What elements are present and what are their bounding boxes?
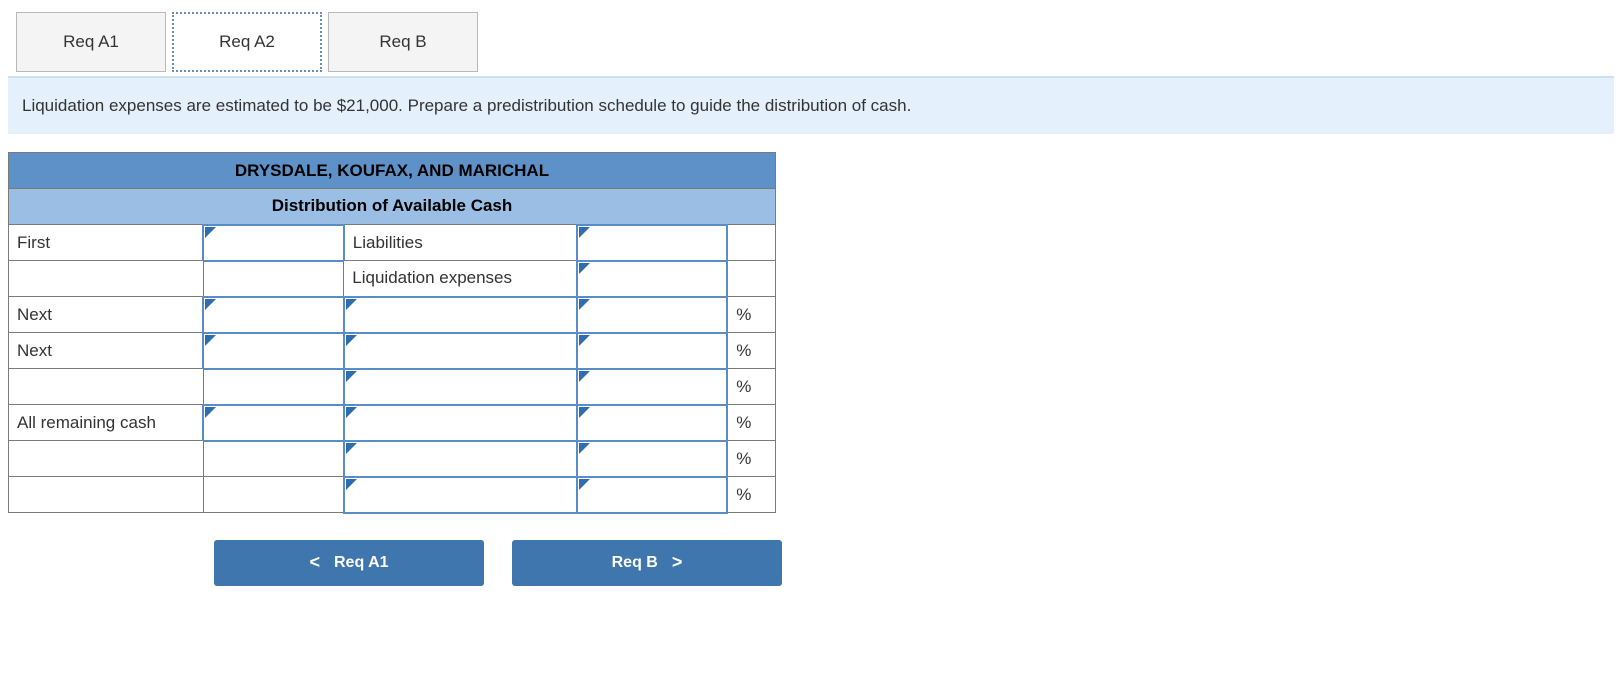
instruction-bar: Liquidation expenses are estimated to be…	[8, 76, 1614, 134]
value-cell[interactable]	[577, 261, 728, 297]
table-row: Next %	[9, 297, 776, 333]
desc-cell: Liquidation expenses	[344, 261, 577, 297]
suffix-cell	[727, 261, 775, 297]
suffix-cell: %	[727, 369, 775, 405]
table-row: All remaining cash %	[9, 405, 776, 441]
next-button[interactable]: Req B >	[512, 540, 782, 586]
tab-label: Req A1	[63, 32, 119, 52]
table-row: %	[9, 441, 776, 477]
table-row: %	[9, 477, 776, 513]
desc-cell[interactable]	[344, 405, 577, 441]
amount-cell	[203, 261, 344, 297]
row-label	[9, 261, 204, 297]
instruction-text: Liquidation expenses are estimated to be…	[22, 96, 911, 115]
tab-req-b[interactable]: Req B	[328, 12, 478, 72]
value-cell[interactable]	[577, 297, 728, 333]
value-cell[interactable]	[577, 441, 728, 477]
tab-req-a2[interactable]: Req A2	[172, 12, 322, 72]
nav-buttons: < Req A1 Req B >	[8, 540, 988, 586]
value-cell[interactable]	[577, 477, 728, 513]
schedule-table: DRYSDALE, KOUFAX, AND MARICHAL Distribut…	[8, 152, 776, 514]
amount-cell[interactable]	[203, 225, 344, 261]
table-title: DRYSDALE, KOUFAX, AND MARICHAL	[9, 153, 776, 189]
amount-cell	[203, 441, 344, 477]
row-label	[9, 441, 204, 477]
tab-label: Req A2	[219, 32, 275, 52]
table-row: Next %	[9, 333, 776, 369]
desc-cell: Liabilities	[344, 225, 577, 261]
tab-label: Req B	[379, 32, 426, 52]
amount-cell[interactable]	[203, 333, 344, 369]
suffix-cell	[727, 225, 775, 261]
row-label	[9, 369, 204, 405]
desc-cell[interactable]	[344, 369, 577, 405]
table-row: First Liabilities	[9, 225, 776, 261]
schedule-wrap: DRYSDALE, KOUFAX, AND MARICHAL Distribut…	[8, 152, 776, 514]
value-cell[interactable]	[577, 405, 728, 441]
amount-cell	[203, 369, 344, 405]
chevron-left-icon: <	[309, 552, 320, 573]
table-row: Liquidation expenses	[9, 261, 776, 297]
chevron-right-icon: >	[672, 552, 683, 573]
value-cell[interactable]	[577, 225, 728, 261]
row-label: Next	[9, 333, 204, 369]
amount-cell[interactable]	[203, 405, 344, 441]
next-button-label: Req B	[612, 554, 658, 572]
table-subtitle: Distribution of Available Cash	[9, 189, 776, 225]
table-row: %	[9, 369, 776, 405]
desc-cell[interactable]	[344, 441, 577, 477]
desc-cell[interactable]	[344, 333, 577, 369]
tab-req-a1[interactable]: Req A1	[16, 12, 166, 72]
desc-cell[interactable]	[344, 297, 577, 333]
value-cell[interactable]	[577, 369, 728, 405]
tab-strip: Req A1 Req A2 Req B	[16, 12, 1614, 72]
row-label: First	[9, 225, 204, 261]
suffix-cell: %	[727, 405, 775, 441]
value-cell[interactable]	[577, 333, 728, 369]
suffix-cell: %	[727, 297, 775, 333]
prev-button-label: Req A1	[334, 554, 389, 572]
prev-button[interactable]: < Req A1	[214, 540, 484, 586]
row-label: All remaining cash	[9, 405, 204, 441]
amount-cell	[203, 477, 344, 513]
desc-cell[interactable]	[344, 477, 577, 513]
suffix-cell: %	[727, 333, 775, 369]
suffix-cell: %	[727, 477, 775, 513]
row-label: Next	[9, 297, 204, 333]
row-label	[9, 477, 204, 513]
suffix-cell: %	[727, 441, 775, 477]
amount-cell[interactable]	[203, 297, 344, 333]
